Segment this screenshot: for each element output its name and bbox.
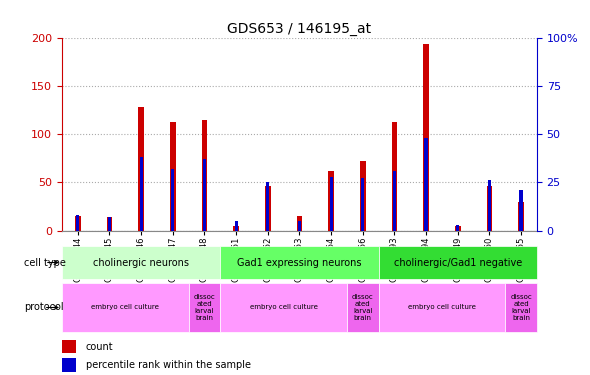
Bar [297,216,302,231]
Bar [62,340,76,353]
Bar [424,138,428,231]
Bar [393,171,396,231]
Text: dissoc
ated
larval
brain: dissoc ated larval brain [510,294,532,321]
Bar [328,171,334,231]
Bar [266,182,270,231]
Bar [202,120,207,231]
Text: embryo cell culture: embryo cell culture [91,304,159,310]
Text: protocol: protocol [24,303,64,312]
Bar [62,358,76,372]
Bar [170,123,176,231]
Text: cholinergic/Gad1 negative: cholinergic/Gad1 negative [394,258,522,267]
Bar [505,283,537,332]
Bar [379,246,537,279]
Text: cholinergic neurons: cholinergic neurons [93,258,189,267]
Bar [265,186,271,231]
Bar [189,283,220,332]
Text: embryo cell culture: embryo cell culture [250,304,317,310]
Bar [361,178,365,231]
Bar [360,161,366,231]
Bar [108,217,111,231]
Text: dissoc
ated
larval
brain: dissoc ated larval brain [194,294,215,321]
Bar [347,283,379,332]
Bar [76,215,80,231]
Bar [62,231,537,279]
Text: cell type: cell type [24,258,66,267]
Bar [107,217,112,231]
Bar [487,186,492,231]
Bar [233,226,239,231]
Bar [62,283,189,332]
Text: Gad1 expressing neurons: Gad1 expressing neurons [237,258,362,267]
Bar [220,283,347,332]
Bar [138,107,144,231]
Title: GDS653 / 146195_at: GDS653 / 146195_at [227,22,372,36]
Bar [62,246,220,279]
Bar [519,190,523,231]
Text: embryo cell culture: embryo cell culture [408,304,476,310]
Bar [75,216,81,231]
Bar [139,157,143,231]
Bar [423,44,429,231]
Text: percentile rank within the sample: percentile rank within the sample [86,360,251,370]
Text: count: count [86,342,113,352]
Bar [220,246,379,279]
Bar [456,225,460,231]
Bar [518,202,524,231]
Bar [455,226,461,231]
Bar [379,283,505,332]
Bar [392,122,397,231]
Bar [234,221,238,231]
Bar [203,159,206,231]
Bar [329,177,333,231]
Bar [298,221,301,231]
Bar [171,169,175,231]
Bar [488,180,491,231]
Text: dissoc
ated
larval
brain: dissoc ated larval brain [352,294,373,321]
